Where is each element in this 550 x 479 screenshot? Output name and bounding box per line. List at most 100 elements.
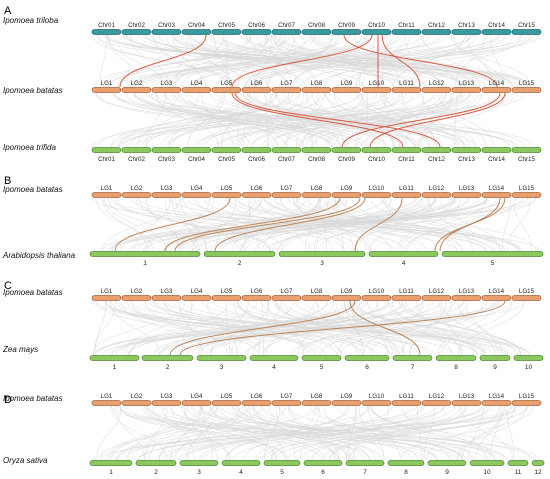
chromosome-label: 8 xyxy=(454,364,458,371)
chromosome-label: LG12 xyxy=(429,393,445,400)
chromosome-label: LG11 xyxy=(399,185,414,192)
synteny-link-background xyxy=(502,197,511,252)
synteny-link-background xyxy=(406,92,425,148)
synteny-link-background xyxy=(248,92,458,148)
synteny-link-background xyxy=(106,405,201,461)
synteny-link-background xyxy=(143,197,282,252)
synteny-link-background xyxy=(400,405,534,461)
chromosome-label: 3 xyxy=(320,260,324,267)
chromosome-bar xyxy=(451,295,482,301)
chromosome-bar xyxy=(181,192,212,198)
chromosome-label: 9 xyxy=(445,469,449,476)
panel-letter: B xyxy=(4,175,11,187)
synteny-link-background xyxy=(151,34,365,88)
chromosome-bar xyxy=(435,355,477,361)
synteny-link-background xyxy=(428,197,473,252)
synteny-link-background xyxy=(253,34,430,88)
chromosome-label: 1 xyxy=(109,469,113,476)
synteny-link-background xyxy=(289,34,398,88)
panel-letter: D xyxy=(4,394,12,406)
synteny-link-background xyxy=(201,92,233,148)
synteny-link-background xyxy=(299,405,528,461)
synteny-link-background xyxy=(205,300,442,356)
synteny-link-background xyxy=(223,34,257,88)
synteny-link-background xyxy=(391,300,463,356)
synteny-link-background xyxy=(209,92,476,148)
chromosome-bar xyxy=(421,295,452,301)
synteny-link-background xyxy=(131,300,234,356)
chromosome-bar xyxy=(181,295,212,301)
synteny-link-background xyxy=(339,197,487,252)
chromosome-label: Chr05 xyxy=(218,156,235,163)
synteny-link-background xyxy=(220,34,487,88)
chromosome-label: Chr02 xyxy=(128,22,145,29)
synteny-link-highlight xyxy=(231,34,373,88)
chromosome-label: Chr07 xyxy=(278,22,295,29)
synteny-link-background xyxy=(439,300,463,356)
synteny-link-background xyxy=(105,300,392,356)
synteny-link-background xyxy=(152,34,207,88)
chromosome-bar xyxy=(91,147,122,153)
chromosome-bar xyxy=(211,147,242,153)
chromosome-label: Chr09 xyxy=(338,156,355,163)
chromosome-bar xyxy=(427,460,467,466)
synteny-link-background xyxy=(108,197,197,252)
chromosome-label: LG4 xyxy=(191,393,203,400)
chromosome-bar xyxy=(421,400,452,406)
chromosome-label: Chr06 xyxy=(248,156,265,163)
synteny-link-background xyxy=(144,300,229,356)
chromosome-label: LG14 xyxy=(489,288,505,295)
synteny-link-background xyxy=(271,34,401,88)
chromosome-bar xyxy=(331,400,362,406)
chromosome-bar xyxy=(89,460,133,466)
synteny-link-background xyxy=(244,197,251,252)
chromosome-bar xyxy=(211,29,242,35)
chromosome-bar xyxy=(151,295,182,301)
chromosome-bar xyxy=(241,400,272,406)
synteny-link-background xyxy=(406,197,504,252)
synteny-link-background xyxy=(461,405,506,461)
synteny-link-background xyxy=(127,405,188,461)
synteny-link-background xyxy=(329,405,516,461)
chromosome-bar xyxy=(91,400,122,406)
chromosome-label: Chr09 xyxy=(338,22,355,29)
synteny-link-background xyxy=(334,92,395,148)
chromosome-label: 9 xyxy=(493,364,497,371)
chromosome-bar xyxy=(391,29,422,35)
chromosome-label: LG9 xyxy=(341,393,353,400)
chromosome-bar xyxy=(513,355,544,361)
synteny-link-background xyxy=(130,34,171,88)
chromosome-label: LG13 xyxy=(459,288,475,295)
synteny-link-background xyxy=(129,34,395,88)
synteny-link-background xyxy=(246,92,535,148)
chromosome-label: Chr01 xyxy=(98,156,115,163)
chromosome-bar xyxy=(481,147,512,153)
chromosome-bar xyxy=(421,29,452,35)
synteny-link-highlight xyxy=(214,197,366,252)
synteny-link-background xyxy=(399,197,487,252)
synteny-link-background xyxy=(383,92,476,148)
synteny-link-background xyxy=(376,300,405,356)
synteny-link-background xyxy=(304,300,518,356)
synteny-link-highlight xyxy=(119,34,207,88)
chromosome-bar xyxy=(392,355,433,361)
chromosome-bar xyxy=(301,295,332,301)
synteny-link-background xyxy=(249,34,299,88)
synteny-link-background xyxy=(460,405,514,461)
synteny-link-background xyxy=(116,197,270,252)
synteny-link-highlight xyxy=(341,92,501,148)
synteny-link-background xyxy=(180,197,208,252)
synteny-link-background xyxy=(196,92,466,148)
chromosome-bar xyxy=(271,192,302,198)
synteny-link-background xyxy=(269,197,469,252)
chromosome-label: 12 xyxy=(534,469,542,476)
chromosome-bar xyxy=(241,192,272,198)
synteny-link-background xyxy=(392,34,466,88)
chromosome-bar xyxy=(211,87,242,93)
chromosome-bar xyxy=(469,460,505,466)
chromosome-bar xyxy=(241,295,272,301)
synteny-link-background xyxy=(95,300,259,356)
chromosome-label: LG2 xyxy=(131,393,143,400)
chromosome-bar xyxy=(507,460,529,466)
chromosome-label: LG11 xyxy=(399,80,414,87)
